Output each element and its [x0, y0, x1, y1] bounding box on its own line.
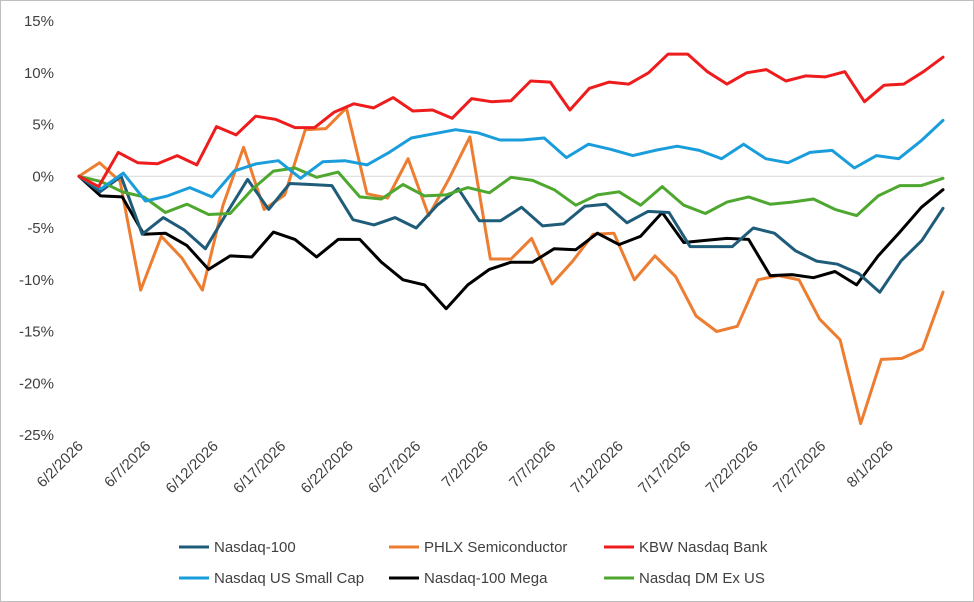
legend-label-phlx-semiconductor: PHLX Semiconductor — [424, 539, 567, 556]
x-tick-label: 6/12/2026 — [163, 438, 222, 497]
x-tick-label: 7/12/2026 — [568, 438, 627, 497]
series-line-kbw-nasdaq-bank — [77, 52, 945, 189]
series-line-nasdaq-dm-ex-us — [77, 166, 945, 218]
y-tick-label: 5% — [32, 117, 54, 134]
y-tick-label: -25% — [19, 427, 54, 444]
series-layer — [77, 52, 945, 426]
y-tick-label: -20% — [19, 375, 54, 392]
series-line-nasdaq-100 — [77, 174, 945, 294]
x-tick-label: 8/1/2026 — [844, 438, 897, 491]
y-tick-label: 15% — [24, 13, 54, 30]
x-tick-label: 6/2/2026 — [34, 438, 87, 491]
y-tick-label: 10% — [24, 65, 54, 82]
x-tick-label: 6/7/2026 — [101, 438, 154, 491]
legend-label-nasdaq-us-small-cap: Nasdaq US Small Cap — [214, 570, 364, 587]
series-line-nasdaq-100-mega — [77, 174, 945, 311]
legend-label-nasdaq-100: Nasdaq-100 — [214, 539, 296, 556]
series-line-phlx-semiconductor — [77, 106, 945, 426]
x-tick-label: 6/27/2026 — [365, 438, 424, 497]
y-tick-label: 0% — [32, 168, 54, 185]
y-axis: 15% 10% 5% 0% -5% -10% -15% -20% -25% — [19, 13, 54, 444]
legend: Nasdaq-100 PHLX Semiconductor KBW Nasdaq B… — [179, 539, 768, 587]
x-tick-label: 6/17/2026 — [230, 438, 289, 497]
legend-label-nasdaq-dm-ex-us: Nasdaq DM Ex US — [639, 570, 765, 587]
y-tick-label: -5% — [27, 220, 54, 237]
legend-label-kbw-nasdaq-bank: KBW Nasdaq Bank — [639, 539, 768, 556]
x-tick-label: 7/2/2026 — [439, 438, 492, 491]
y-tick-label: -15% — [19, 324, 54, 341]
x-tick-label: 7/27/2026 — [770, 438, 829, 497]
x-tick-label: 6/22/2026 — [298, 438, 357, 497]
x-axis: 6/2/2026 6/7/2026 6/12/2026 6/17/2026 6/22/2… — [34, 438, 897, 497]
series-line-nasdaq-us-small-cap — [77, 118, 945, 203]
x-tick-label: 7/7/2026 — [506, 438, 559, 491]
x-tick-label: 7/17/2026 — [635, 438, 694, 497]
x-tick-label: 7/22/2026 — [703, 438, 762, 497]
y-tick-label: -10% — [19, 272, 54, 289]
legend-label-nasdaq-100-mega: Nasdaq-100 Mega — [424, 570, 548, 587]
